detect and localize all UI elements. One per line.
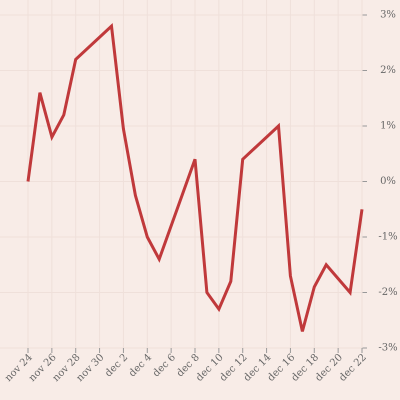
y-tick-label: -2% bbox=[378, 287, 397, 298]
x-tick-label: dec 2 bbox=[103, 352, 130, 379]
line bbox=[26, 22, 364, 332]
y-tick-label: -3% bbox=[378, 343, 397, 354]
y-tick-label: 1% bbox=[380, 121, 396, 132]
y-tick-label: -1% bbox=[378, 232, 397, 243]
x-tick-label: dec 6 bbox=[151, 352, 178, 379]
y-tick-label: 2% bbox=[380, 65, 396, 76]
x-tick-label: dec 4 bbox=[127, 352, 154, 379]
y-tick-label: 3% bbox=[380, 10, 396, 21]
y-tick-label: 0% bbox=[380, 176, 396, 187]
